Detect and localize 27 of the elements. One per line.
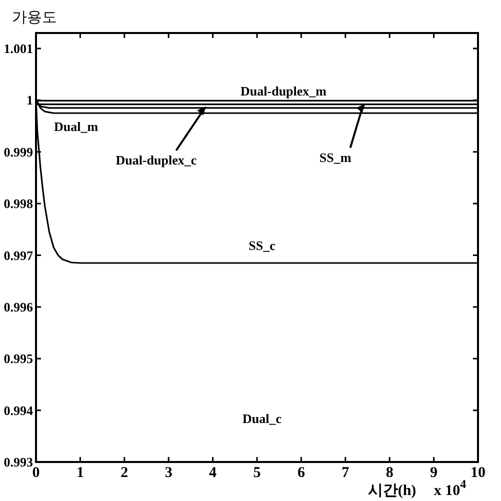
x-tick-label: 3 [164, 465, 172, 481]
annotation: Dual-duplex_m [240, 84, 327, 99]
y-tick-label: 0.999 [4, 144, 34, 160]
x-tick-label: 10 [470, 465, 486, 481]
x-tick-label: 5 [253, 465, 261, 481]
x-tick-label: 4 [209, 465, 218, 481]
annotation: Dual-duplex_c [116, 152, 197, 168]
x-tick-label: 6 [297, 465, 306, 481]
y-tick-label: 1 [26, 92, 33, 108]
y-tick-label: 1.001 [4, 41, 33, 56]
x-axis-title: 시간(h) [368, 483, 416, 499]
y-tick-label: 0.998 [4, 196, 34, 212]
y-axis-title: 가용도 [12, 10, 57, 26]
annotation: SS_m [319, 150, 352, 165]
x-tick-label: 8 [386, 465, 394, 481]
y-tick-label: 0.995 [4, 351, 34, 366]
x-tick-label: 2 [120, 465, 128, 481]
x-tick-label: 7 [342, 465, 350, 481]
x-tick-label: 1 [76, 465, 84, 481]
annotation: SS_c [248, 238, 276, 253]
annotation: Dual_m [54, 119, 98, 134]
y-tick-label: 0.994 [4, 402, 34, 418]
y-tick-label: 0.996 [4, 299, 34, 314]
y-tick-label: 0.997 [4, 248, 34, 263]
annotation: Dual_c [242, 411, 282, 426]
y-tick-label: 0.993 [4, 454, 34, 470]
x-tick-label: 0 [32, 465, 40, 481]
